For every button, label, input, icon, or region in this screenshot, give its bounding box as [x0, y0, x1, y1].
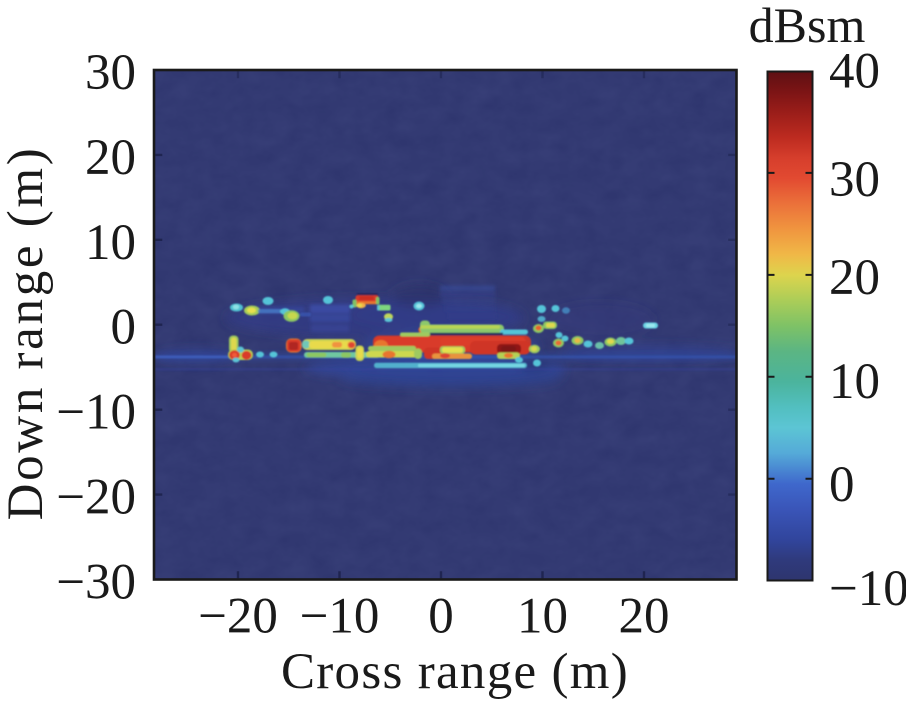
svg-text:Cross range (m): Cross range (m) [281, 644, 629, 700]
svg-text:−10: −10 [829, 561, 906, 617]
svg-text:10: 10 [85, 215, 136, 271]
svg-text:40: 40 [829, 44, 880, 100]
svg-text:−10: −10 [300, 589, 380, 645]
svg-text:0: 0 [829, 457, 855, 513]
svg-text:20: 20 [619, 589, 670, 645]
svg-text:dBsm: dBsm [749, 0, 866, 53]
svg-text:−30: −30 [56, 555, 136, 611]
svg-text:−10: −10 [56, 385, 136, 441]
svg-text:30: 30 [85, 45, 136, 101]
svg-text:−20: −20 [56, 470, 136, 526]
svg-text:−20: −20 [198, 589, 278, 645]
svg-text:0: 0 [111, 300, 137, 356]
svg-text:10: 10 [829, 354, 880, 410]
svg-text:20: 20 [85, 130, 136, 186]
svg-text:30: 30 [829, 152, 880, 208]
svg-text:20: 20 [829, 250, 880, 306]
svg-text:10: 10 [517, 589, 568, 645]
svg-text:0: 0 [428, 589, 454, 645]
svg-text:Down range (m): Down range (m) [0, 146, 54, 521]
